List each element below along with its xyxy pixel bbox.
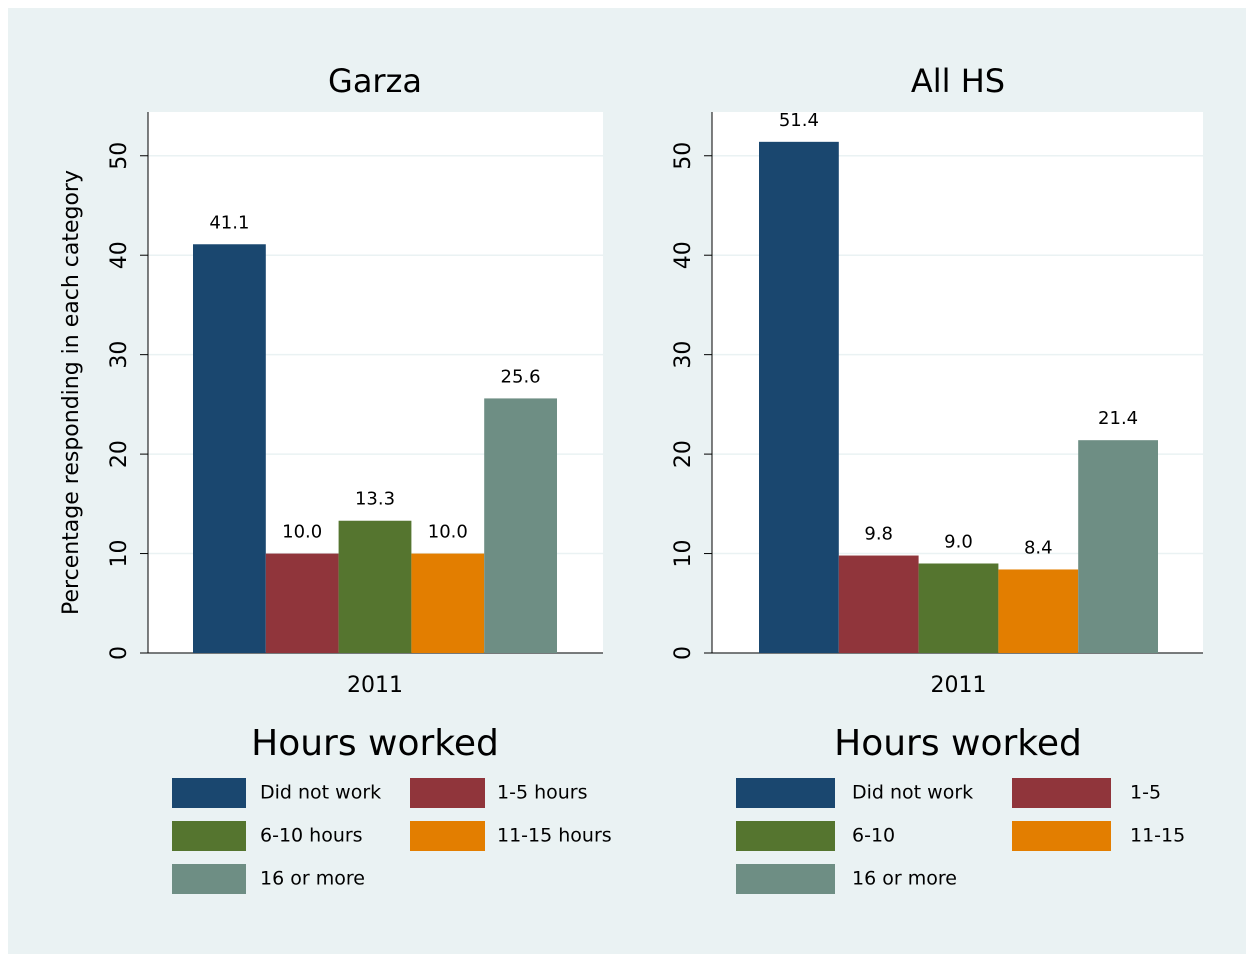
value-label: 10.0 <box>428 522 468 543</box>
y-axis-label: Percentage responding in each category <box>59 170 84 615</box>
legend-label: 1-5 <box>1130 782 1161 804</box>
y-tick-label: 50 <box>107 142 132 170</box>
y-tick-label: 30 <box>671 341 696 369</box>
legend-swatch <box>172 778 246 808</box>
legend-title: Hours worked <box>251 723 499 764</box>
chart-title: Garza <box>328 62 422 100</box>
bar <box>838 555 919 653</box>
legend-label: 11-15 hours <box>497 825 612 847</box>
legend-label: Did not work <box>260 782 381 804</box>
y-tick-label: 0 <box>107 646 132 660</box>
value-label: 41.1 <box>209 212 249 233</box>
value-label: 51.4 <box>779 110 819 131</box>
chart-title: All HS <box>911 62 1005 100</box>
bar <box>1078 440 1158 653</box>
legend-title: Hours worked <box>834 723 1082 764</box>
legend-label: 6-10 hours <box>260 825 363 847</box>
value-label: 25.6 <box>501 366 541 387</box>
legend-label: 11-15 <box>1130 825 1185 847</box>
y-tick-label: 10 <box>671 540 696 568</box>
y-tick-label: 30 <box>107 341 132 369</box>
legend-swatch <box>172 864 246 894</box>
y-tick-label: 20 <box>107 440 132 468</box>
value-label: 21.4 <box>1098 408 1138 429</box>
y-tick-label: 50 <box>671 142 696 170</box>
legend-swatch <box>736 778 835 808</box>
legend-swatch <box>410 821 485 851</box>
bar <box>484 398 557 653</box>
value-label: 13.3 <box>355 489 395 510</box>
legend-label: 6-10 <box>852 825 895 847</box>
bar <box>759 141 839 653</box>
legend-swatch <box>410 778 485 808</box>
legend-label: 16 or more <box>852 868 957 890</box>
legend-swatch <box>1012 778 1111 808</box>
legend-label: Did not work <box>852 782 973 804</box>
value-label: 10.0 <box>282 522 322 543</box>
legend-swatch <box>1012 821 1111 851</box>
legend-label: 1-5 hours <box>497 782 588 804</box>
bar <box>998 569 1079 653</box>
y-tick-label: 0 <box>671 646 696 660</box>
bar <box>338 520 412 653</box>
bar <box>411 553 485 653</box>
x-tick-label: 2011 <box>347 673 403 698</box>
value-label: 9.8 <box>864 524 893 545</box>
value-label: 8.4 <box>1024 537 1053 558</box>
x-tick-label: 2011 <box>931 673 987 698</box>
y-tick-label: 20 <box>671 440 696 468</box>
bar <box>265 553 339 653</box>
bar <box>193 244 266 653</box>
value-label: 9.0 <box>944 531 973 552</box>
legend-swatch <box>736 864 835 894</box>
legend-swatch <box>736 821 835 851</box>
legend-swatch <box>172 821 246 851</box>
y-tick-label: 40 <box>107 241 132 269</box>
y-tick-label: 10 <box>107 540 132 568</box>
legend-label: 16 or more <box>260 868 365 890</box>
y-tick-label: 40 <box>671 241 696 269</box>
bar <box>918 563 999 653</box>
